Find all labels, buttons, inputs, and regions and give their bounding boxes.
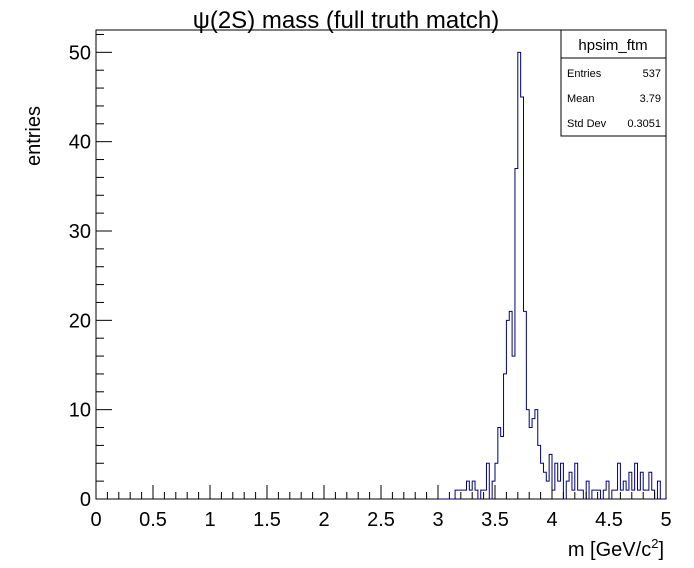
stats-entries-label: Entries <box>567 68 602 80</box>
x-tick-label: 1 <box>204 509 215 531</box>
y-tick-label: 30 <box>69 221 91 243</box>
x-axis-title: m [GeV/c2] <box>568 536 664 561</box>
y-axis-title: entries <box>23 106 45 166</box>
stats-stddev-value: 0.3051 <box>627 118 661 130</box>
x-tick-label: 1.5 <box>253 509 281 531</box>
stats-box-frame <box>560 29 667 137</box>
y-tick-label: 20 <box>69 310 91 332</box>
x-axis: 0 0.5 1 1.5 2 2.5 3 3.5 4 4.5 5 <box>90 485 672 531</box>
y-axis: 0 10 20 30 40 50 <box>69 33 112 511</box>
x-tick-label: 3.5 <box>481 509 509 531</box>
x-tick-label: 2 <box>318 509 329 531</box>
stats-mean-label: Mean <box>567 93 595 105</box>
x-tick-label: 2.5 <box>367 509 395 531</box>
y-tick-label: 40 <box>69 132 91 154</box>
x-tick-label: 4.5 <box>595 509 623 531</box>
y-tick-label: 10 <box>69 400 91 422</box>
y-tick-label: 50 <box>69 42 91 64</box>
stats-box-name: hpsim_ftm <box>578 37 647 54</box>
y-tick-label: 0 <box>80 489 91 511</box>
histogram-series-line <box>438 51 666 500</box>
stats-box: hpsim_ftm Entries 537 Mean 3.79 Std Dev … <box>560 29 667 137</box>
stats-stddev-label: Std Dev <box>567 118 607 130</box>
stats-entries-value: 537 <box>643 68 661 80</box>
x-tick-label: 5 <box>660 509 671 531</box>
x-tick-label: 4 <box>546 509 557 531</box>
x-tick-label: 0.5 <box>139 509 167 531</box>
stats-mean-value: 3.79 <box>640 93 661 105</box>
x-tick-label: 0 <box>90 509 101 531</box>
x-tick-label: 3 <box>432 509 443 531</box>
